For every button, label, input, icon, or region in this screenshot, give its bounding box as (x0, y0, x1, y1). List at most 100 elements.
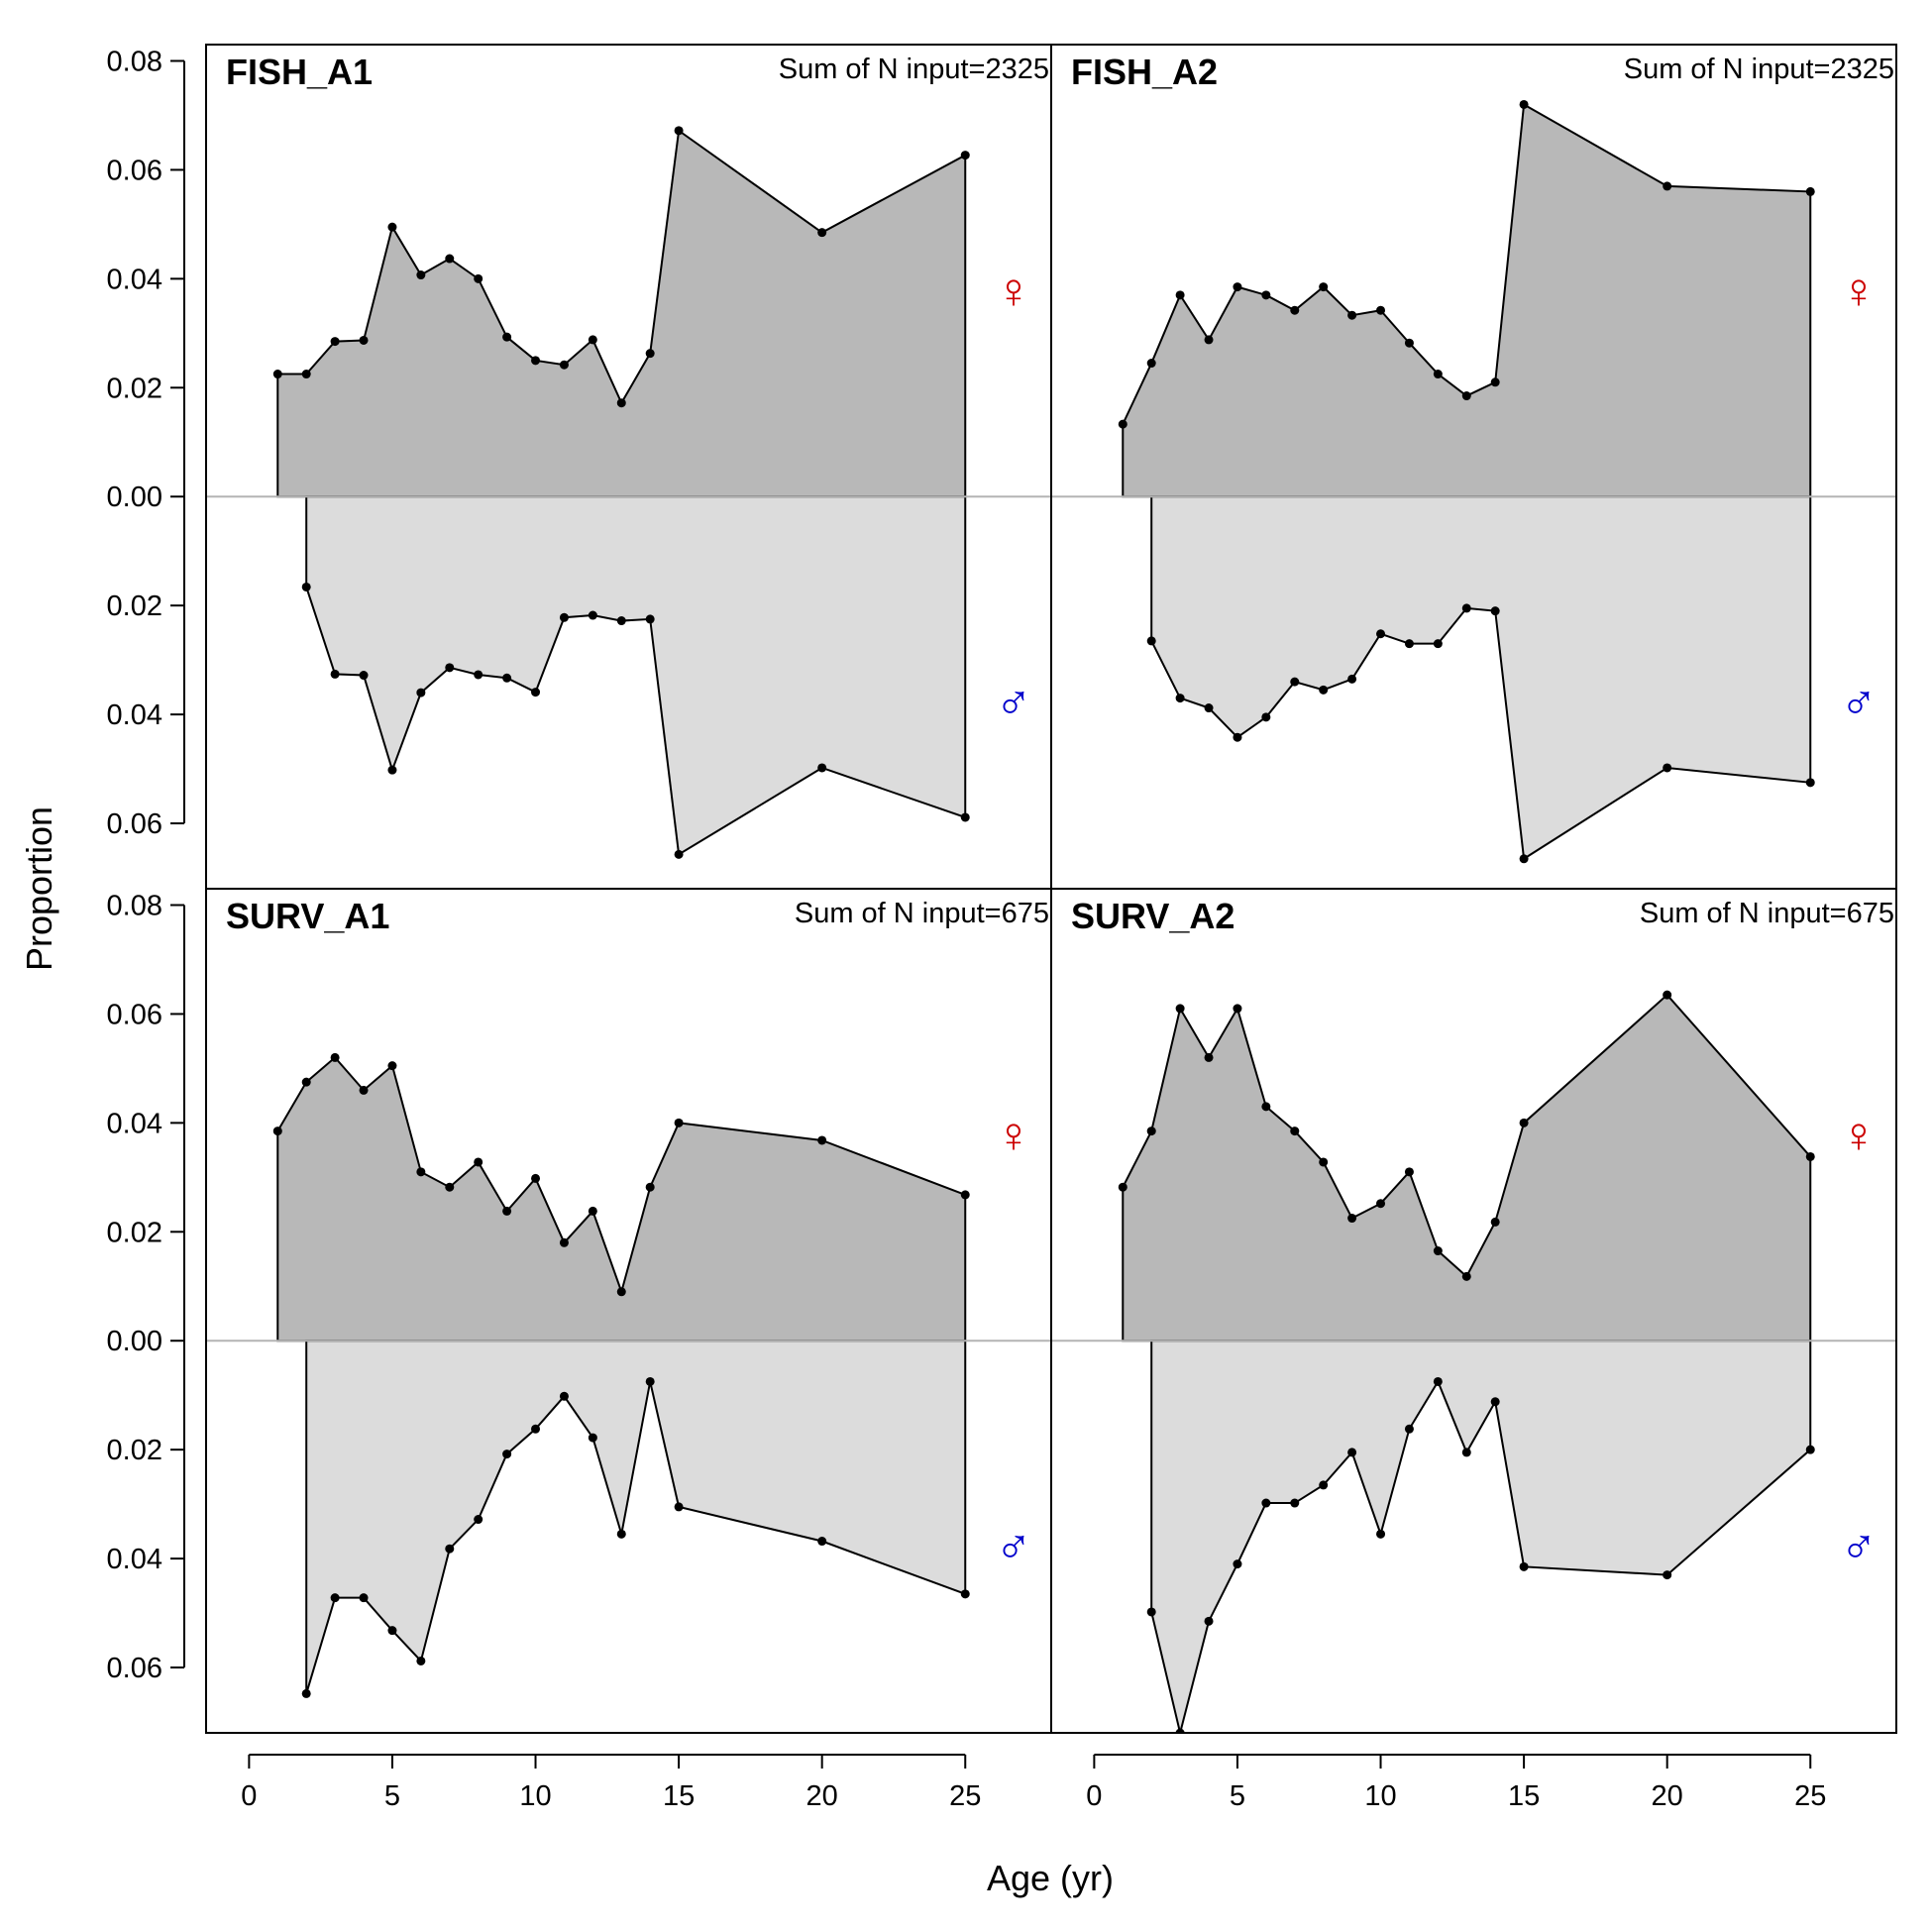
male-point (1233, 1559, 1242, 1569)
male-point (474, 670, 483, 680)
x-tick-label: 5 (1230, 1780, 1245, 1812)
panel-surv-a2: SURV_A2 Sum of N input=675 ♀ ♂ (1050, 888, 1897, 1734)
y-tick-label: 0.02 (107, 1217, 162, 1248)
male-point (1146, 1607, 1156, 1617)
female-point (1663, 181, 1672, 191)
female-point (1404, 338, 1414, 348)
female-point (1146, 359, 1156, 369)
panel-fish-a1: FISH_A1 Sum of N input=2325 ♀ ♂ (205, 44, 1052, 890)
panel-title: FISH_A2 (1071, 52, 1218, 92)
male-area (1150, 1340, 1812, 1733)
male-point (474, 1515, 483, 1525)
male-point (1461, 603, 1471, 613)
male-point (387, 765, 397, 775)
y-tick-label: 0.00 (107, 1326, 162, 1357)
female-point (1290, 305, 1300, 315)
male-point (1376, 1529, 1386, 1539)
female-point (1490, 1217, 1500, 1227)
female-point (559, 1237, 569, 1247)
female-point (1347, 1214, 1357, 1224)
female-area (276, 129, 967, 498)
male-point (1347, 674, 1357, 684)
female-point (387, 222, 397, 232)
female-point (416, 270, 426, 280)
male-point (531, 688, 541, 698)
male-point (1663, 763, 1672, 773)
x-tick-label: 15 (663, 1780, 695, 1812)
panel-title: SURV_A2 (1071, 896, 1234, 936)
panel-surv-a1: SURV_A1 Sum of N input=675 ♀ ♂ (205, 888, 1052, 1734)
female-point (1233, 282, 1242, 292)
male-point (1663, 1570, 1672, 1580)
female-area (276, 1055, 967, 1342)
male-area (305, 495, 967, 857)
y-tick-label: 0.06 (107, 1653, 162, 1684)
male-point (559, 1391, 569, 1401)
male-point (416, 688, 426, 698)
male-point (1290, 1498, 1300, 1508)
female-point (531, 1173, 541, 1183)
male-point (1347, 1448, 1357, 1457)
male-point (960, 812, 970, 822)
female-point (301, 1077, 311, 1087)
y-tick-label: 0.02 (107, 1435, 162, 1466)
female-point (1118, 1182, 1127, 1192)
female-point (817, 1135, 827, 1145)
plot-area (206, 126, 1051, 859)
male-point (559, 612, 569, 622)
male-point (817, 763, 827, 773)
female-point (1461, 391, 1471, 401)
female-point (474, 273, 483, 283)
panel-fish-a2: FISH_A2 Sum of N input=2325 ♀ ♂ (1050, 44, 1897, 890)
male-point (1261, 712, 1271, 722)
male-point (416, 1656, 426, 1665)
female-point (1146, 1127, 1156, 1136)
female-point (1404, 1167, 1414, 1177)
male-point (960, 1589, 970, 1599)
y-tick-label: 0.06 (107, 808, 162, 840)
female-point (674, 1118, 684, 1127)
female-point (1805, 186, 1815, 196)
female-point (1319, 282, 1329, 292)
female-point (1175, 290, 1185, 300)
y-tick-label: 0.04 (107, 264, 162, 295)
female-point (960, 151, 970, 161)
male-point (359, 671, 369, 681)
male-point (588, 1433, 597, 1443)
female-point (1347, 310, 1357, 320)
male-point (1404, 639, 1414, 649)
panel-note: Sum of N input=2325 (779, 54, 1049, 85)
male-point (1175, 694, 1185, 703)
x-tick-label: 20 (806, 1780, 838, 1812)
male-symbol: ♂ (1840, 675, 1878, 730)
female-point (960, 1190, 970, 1200)
panel-note: Sum of N input=675 (795, 898, 1049, 929)
x-tick-label: 25 (1794, 1780, 1826, 1812)
x-tick-label: 0 (1086, 1780, 1102, 1812)
male-point (445, 663, 455, 673)
male-point (1461, 1448, 1471, 1457)
female-point (588, 1206, 597, 1216)
y-tick-label: 0.08 (107, 890, 162, 921)
y-axis-row-1: 0.08 0.06 0.04 0.02 0.00 0.02 0.04 0.06 (107, 46, 185, 840)
female-point (445, 1182, 455, 1192)
plot-area (1051, 990, 1896, 1733)
y-tick-label: 0.08 (107, 46, 162, 77)
male-point (1319, 685, 1329, 695)
male-point (531, 1424, 541, 1434)
plot-area (1051, 99, 1896, 864)
x-tick-label: 25 (949, 1780, 981, 1812)
y-axis-row-2: 0.08 0.06 0.04 0.02 0.00 0.02 0.04 0.06 (107, 890, 185, 1684)
male-point (1204, 1616, 1214, 1626)
female-point (588, 335, 597, 345)
female-point (502, 1206, 512, 1216)
x-axis-col-1: 0 5 10 15 20 25 (241, 1754, 981, 1812)
female-point (1490, 377, 1500, 387)
female-point (330, 337, 340, 347)
female-point (1233, 1004, 1242, 1014)
y-tick-label: 0.02 (107, 373, 162, 404)
female-point (1261, 1102, 1271, 1112)
female-point (1376, 305, 1386, 315)
male-point (330, 1593, 340, 1603)
male-point (1805, 1445, 1815, 1454)
